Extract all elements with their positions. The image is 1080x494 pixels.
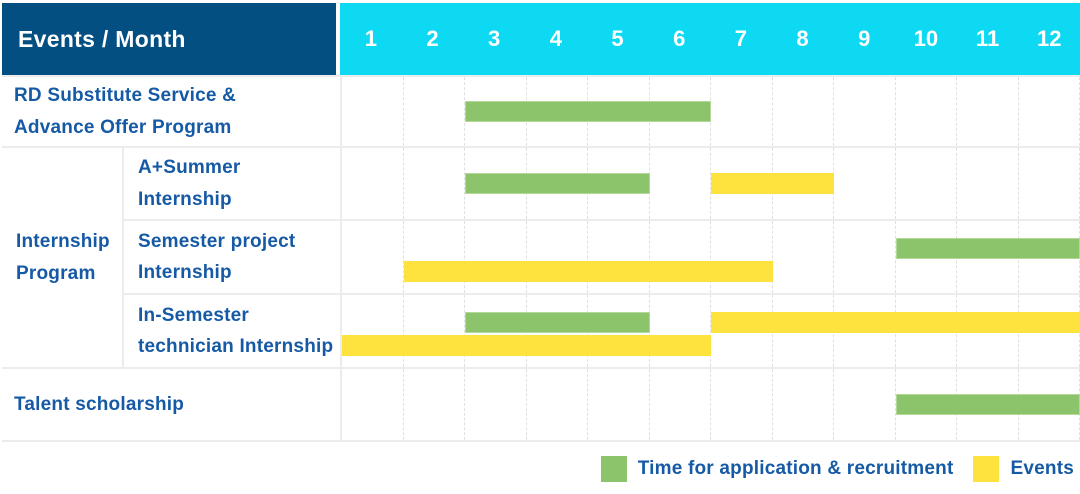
grid-cell	[834, 369, 896, 440]
grid-cell	[650, 148, 711, 219]
legend-item-events: Events	[973, 456, 1074, 482]
month-header: 1 2 3 4 5 6 7 8 9 10 11 12	[340, 3, 1080, 75]
grid-cell	[342, 295, 404, 367]
grid-cell	[1019, 77, 1080, 146]
month-header-11: 11	[975, 26, 1000, 51]
corner-header-label: Events / Month	[18, 25, 186, 52]
grid-cell	[711, 369, 773, 440]
row-label-a-plus-summer-internship: A+Summer Internship	[124, 146, 340, 219]
grid-cell	[527, 369, 588, 440]
events-month-table: Events / Month 1 2 3 4 5 6 7 8 9 10 11 12 RD Substi…	[2, 3, 1080, 442]
recruitment-bar	[895, 238, 1080, 259]
legend-item-recruitment: Time for application & recruitment	[600, 456, 954, 482]
grid-cell	[957, 148, 1019, 219]
grid-cell	[834, 148, 896, 219]
grid-cell	[773, 77, 834, 146]
month-header-6: 6	[673, 26, 686, 51]
track-a-plus-summer-internship	[340, 146, 1080, 219]
month-header-1: 1	[364, 26, 377, 51]
month-header-3: 3	[488, 26, 501, 51]
month-header-8: 8	[796, 26, 809, 51]
row-label-in-semester-technician-internship: In-Semester technician Internship	[124, 293, 340, 367]
grid-cell	[834, 77, 896, 146]
grid-cell	[342, 148, 404, 219]
recruitment-bar	[465, 172, 650, 194]
grid-cell	[404, 369, 465, 440]
month-header-4: 4	[549, 26, 562, 51]
group-label-internship-program: Internship Program	[2, 146, 124, 367]
grid-cell	[342, 369, 404, 440]
track-talent-scholarship	[340, 367, 1080, 440]
grid-cell	[527, 221, 588, 293]
grid-cell	[896, 148, 957, 219]
grid-cell	[588, 369, 650, 440]
legend-label-events: Events	[1010, 458, 1074, 479]
event-bar	[711, 172, 834, 194]
grid-cell	[711, 221, 773, 293]
grid-cell	[650, 295, 711, 367]
event-bar	[403, 261, 773, 282]
recruitment-bar	[895, 393, 1080, 415]
grid-cell	[342, 221, 404, 293]
grid-cell	[404, 77, 465, 146]
grid-cell	[404, 221, 465, 293]
yellow-swatch-icon	[973, 456, 1000, 482]
row-label-talent-scholarship: Talent scholarship	[2, 367, 340, 440]
grid-cell	[588, 221, 650, 293]
month-header-9: 9	[858, 26, 871, 51]
grid-cell	[957, 77, 1019, 146]
track-rd-substitute-service	[340, 75, 1080, 146]
event-bar	[711, 312, 1080, 333]
grid-cell	[465, 369, 527, 440]
recruitment-bar	[465, 100, 711, 122]
grid-cell	[650, 221, 711, 293]
row-label-semester-project-internship: Semester project Internship	[124, 219, 340, 293]
track-semester-project-internship	[340, 219, 1080, 293]
grid-cell	[1019, 148, 1080, 219]
grid-cell	[834, 221, 896, 293]
grid-cell	[650, 369, 711, 440]
table-corner-header: Events / Month	[2, 3, 340, 75]
grid-cell	[773, 369, 834, 440]
month-header-12: 12	[1036, 26, 1062, 51]
row-label-rd-substitute-service: RD Substitute Service & Advance Offer Pr…	[2, 75, 340, 146]
month-header-10: 10	[913, 26, 939, 51]
event-bar	[342, 335, 711, 356]
green-swatch-icon	[600, 456, 627, 482]
month-header-5: 5	[611, 26, 624, 51]
legend: Time for application & recruitment Event…	[600, 456, 1074, 482]
grid-cell	[404, 148, 465, 219]
grid-cell	[465, 221, 527, 293]
track-in-semester-technician-internship	[340, 293, 1080, 367]
grid-cell	[404, 295, 465, 367]
month-header-7: 7	[734, 26, 747, 51]
grid-cell	[773, 221, 834, 293]
recruitment-bar	[465, 312, 650, 333]
grid-cell	[896, 77, 957, 146]
grid-cell	[711, 77, 773, 146]
month-header-2: 2	[426, 26, 439, 51]
grid-cell	[342, 77, 404, 146]
legend-label-recruitment: Time for application & recruitment	[637, 458, 954, 479]
